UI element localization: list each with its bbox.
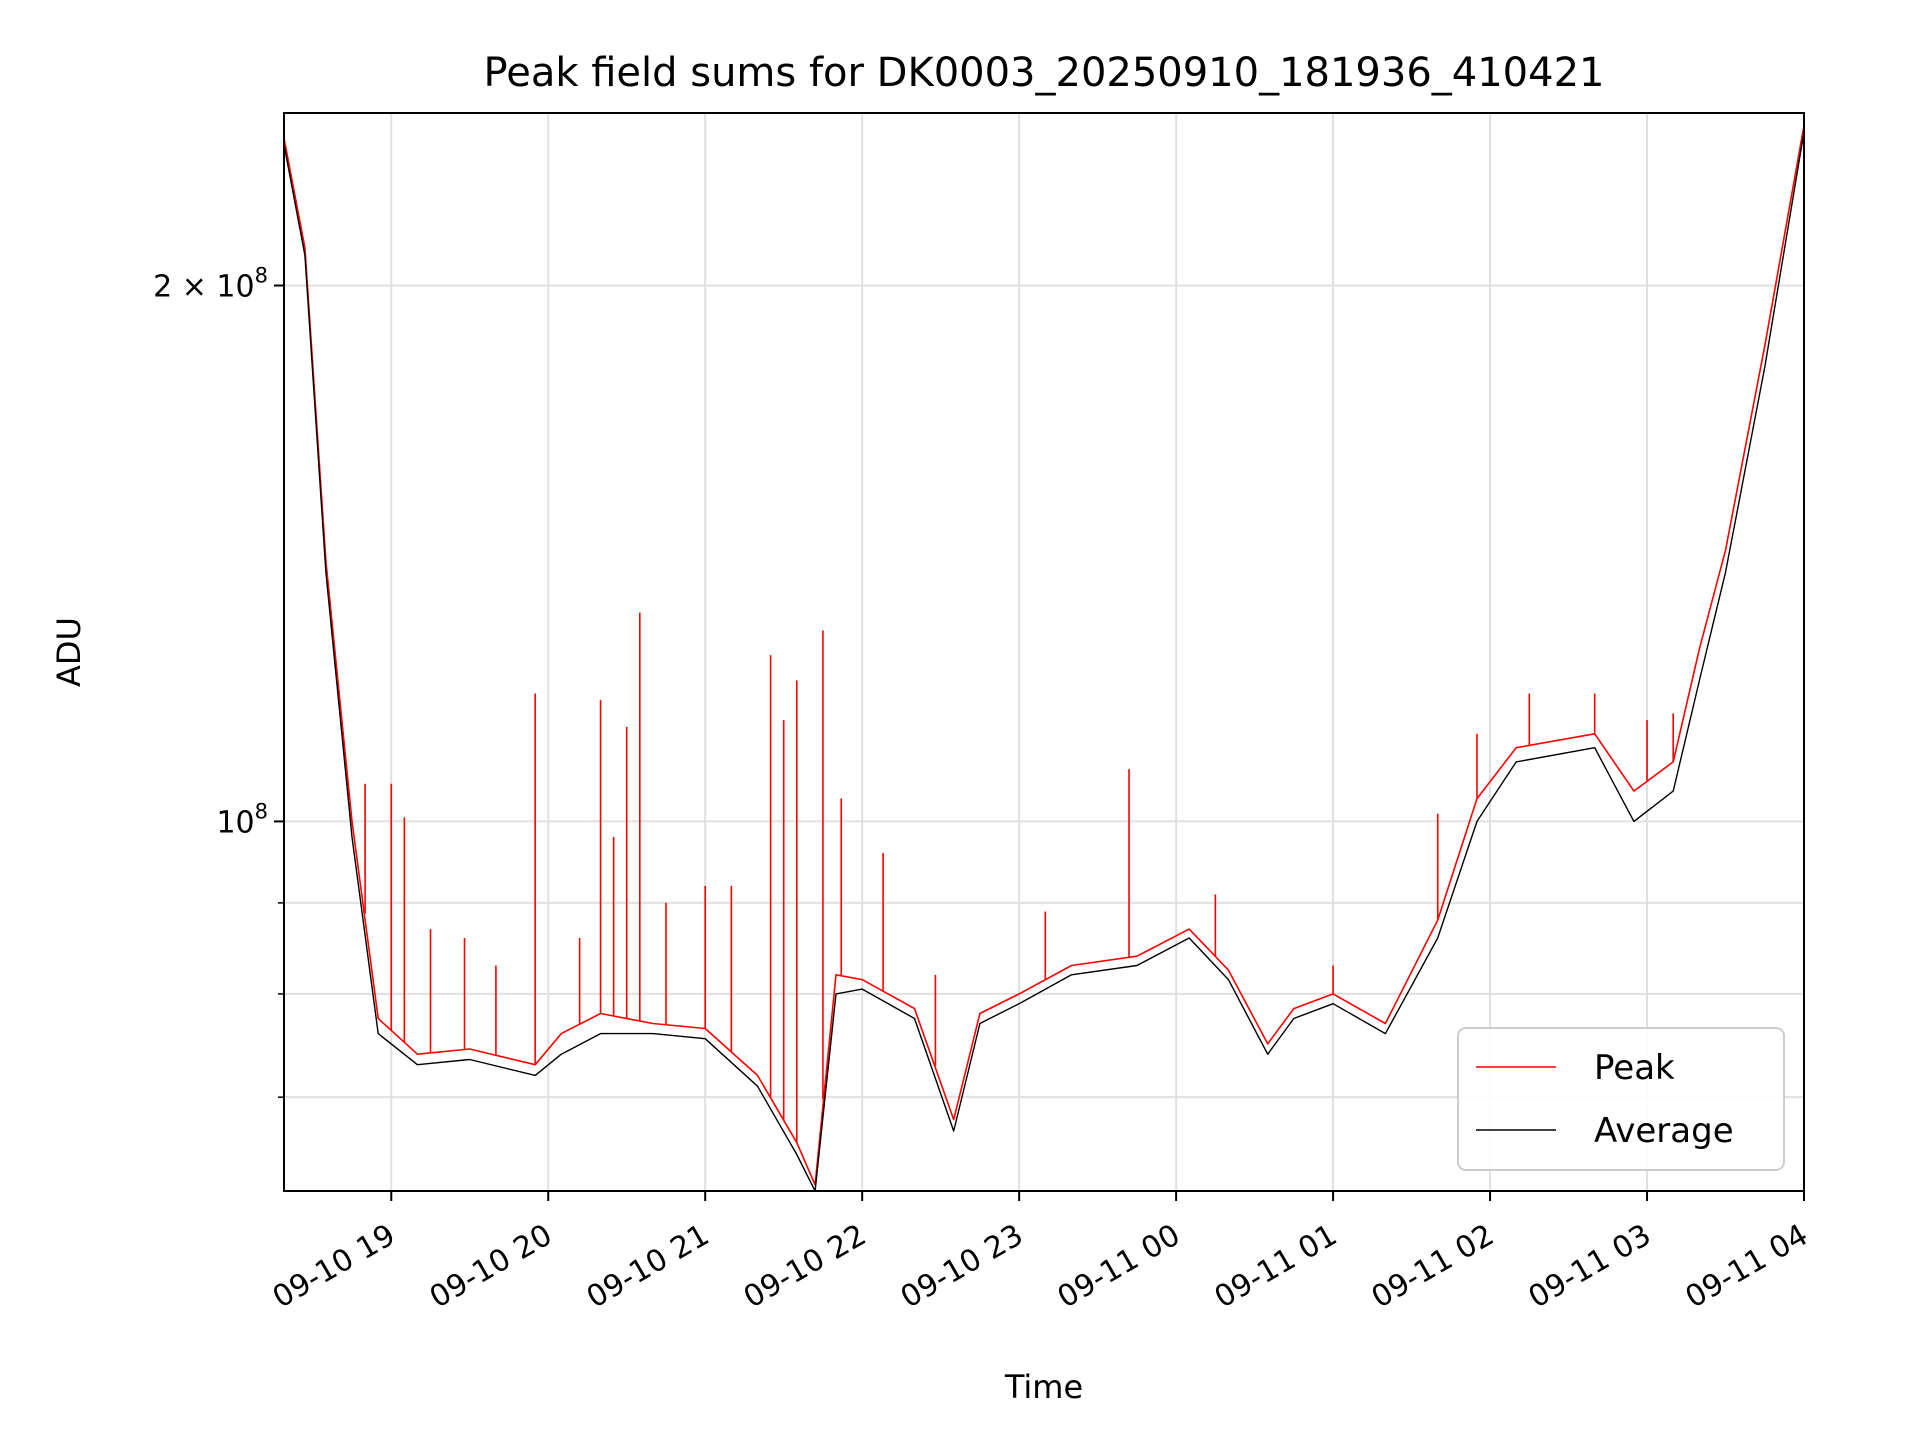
y-axis: 108 2 × 108 — [153, 264, 284, 1098]
chart-title: Peak field sums for DK0003_20250910_1819… — [484, 50, 1605, 96]
series-layer — [284, 125, 1804, 1191]
y-tick-label: 108 — [216, 799, 268, 840]
x-axis-label: Time — [1004, 1368, 1083, 1406]
series-group — [284, 125, 1804, 1191]
plot-frame — [283, 112, 1805, 1192]
y-tick-label: 2 × 108 — [153, 264, 268, 305]
legend-label-peak: Peak — [1594, 1048, 1675, 1088]
series-line-peak — [284, 125, 1804, 1186]
legend-box — [1457, 1027, 1785, 1171]
legend-label-average: Average — [1594, 1111, 1734, 1151]
y-axis-label: ADU — [50, 617, 88, 687]
series-line-average — [284, 131, 1804, 1191]
legend: Peak Average — [1457, 1027, 1785, 1171]
